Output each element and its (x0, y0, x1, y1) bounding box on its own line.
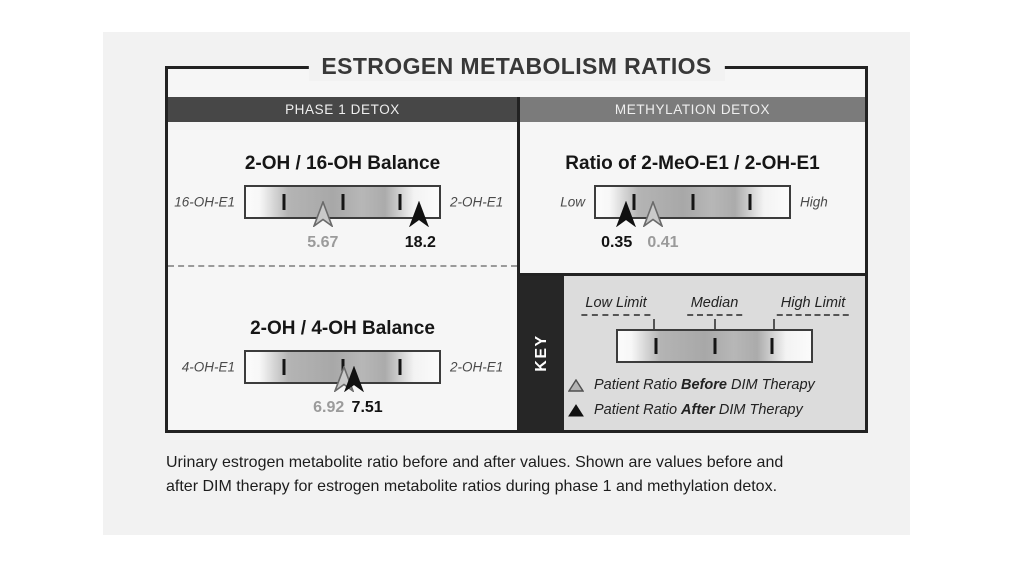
high-limit-label: High Limit (776, 295, 850, 316)
after-value: 18.2 (404, 234, 436, 251)
key-section: KEY Low Limit Median High Limit (520, 276, 865, 430)
panel-title: Ratio of 2-MeO-E1 / 2-OH-E1 (565, 153, 820, 174)
header-methylation-detox: METHYLATION DETOX (520, 97, 865, 122)
legend-after-row: Patient Ratio After DIM Therapy (568, 402, 865, 418)
figure-caption: Urinary estrogen metabolite ratio before… (166, 451, 783, 499)
low-limit-connector (653, 319, 656, 329)
panel-2meo-2oh: Ratio of 2-MeO-E1 / 2-OH-E1 Low (520, 122, 865, 276)
column-phase1: PHASE 1 DETOX 2-OH / 16-OH Balance 16-OH… (168, 97, 520, 430)
median-label: Median (686, 295, 743, 316)
backdrop: ESTROGEN METABOLISM RATIOS PHASE 1 DETOX… (103, 32, 910, 535)
legend-before-row: Patient Ratio Before DIM Therapy (568, 377, 865, 393)
panel-2oh-4oh: 2-OH / 4-OH Balance 4-OH-E1 (168, 265, 517, 430)
panel-title: 2-OH / 16-OH Balance (244, 153, 441, 174)
key-limit-labels: Low Limit Median High Limit (581, 295, 850, 319)
after-value: 0.35 (601, 234, 633, 251)
scale-left-label: Low (560, 194, 585, 210)
values-row: 0.35 0.41 (594, 234, 791, 254)
panel-2oh-16oh: 2-OH / 16-OH Balance 16-OH-E1 (168, 122, 517, 265)
caption-line-1: Urinary estrogen metabolite ratio before… (166, 454, 784, 471)
high-limit-tick (748, 194, 752, 210)
low-limit-label: Low Limit (581, 295, 651, 316)
before-triangle-icon (568, 378, 584, 392)
scale-2oh-4oh: 4-OH-E1 2-O (182, 350, 503, 392)
legend-after-text: Patient Ratio After DIM Therapy (594, 402, 803, 418)
high-limit-tick (770, 338, 774, 354)
median-tick (691, 194, 694, 210)
values-row: 5.67 18.2 (244, 234, 441, 254)
after-arrow-icon (409, 201, 430, 227)
scale-left-label: 4-OH-E1 (181, 359, 235, 375)
scale-left-label: 16-OH-E1 (174, 194, 235, 210)
high-limit-tick (398, 194, 402, 210)
values-row: 6.92 7.51 (244, 399, 441, 419)
diagram-grid: PHASE 1 DETOX 2-OH / 16-OH Balance 16-OH… (168, 97, 865, 430)
after-arrow-icon (344, 366, 365, 392)
before-value: 5.67 (307, 234, 339, 251)
median-tick (713, 338, 716, 354)
after-arrow-icon (615, 201, 636, 227)
before-value: 0.41 (647, 234, 679, 251)
header-phase1-detox: PHASE 1 DETOX (168, 97, 517, 122)
key-scale-bar (616, 329, 813, 363)
scale-2oh-16oh: 16-OH-E1 2- (174, 185, 503, 227)
after-value: 7.51 (351, 399, 383, 416)
scale-bar (244, 185, 441, 219)
high-limit-tick (398, 359, 402, 375)
legend-before-text: Patient Ratio Before DIM Therapy (594, 377, 815, 393)
low-limit-tick (282, 194, 286, 210)
key-sample-scale: Low Limit Median High Limit (581, 295, 850, 363)
key-legend: Patient Ratio Before DIM Therapy Patient … (568, 377, 865, 418)
scale-2meo-2oh: Low High (560, 185, 828, 227)
scale-right-label: 2-OH-E1 (450, 359, 504, 375)
low-limit-tick (282, 359, 286, 375)
median-tick (341, 359, 344, 375)
key-content: Low Limit Median High Limit (564, 276, 865, 430)
caption-line-2: after DIM therapy for estrogen metabolit… (166, 478, 778, 495)
after-triangle-icon (568, 403, 584, 416)
low-limit-tick (632, 194, 636, 210)
page-title: ESTROGEN METABOLISM RATIOS (308, 52, 725, 81)
scale-right-label: 2-OH-E1 (450, 194, 504, 210)
median-tick (341, 194, 344, 210)
estrogen-ratios-diagram: ESTROGEN METABOLISM RATIOS PHASE 1 DETOX… (165, 52, 868, 433)
key-connectors (616, 319, 813, 329)
before-arrow-icon (312, 201, 333, 227)
key-strip: KEY (520, 276, 564, 430)
median-connector (713, 319, 716, 329)
column-methylation: METHYLATION DETOX Ratio of 2-MeO-E1 / 2-… (520, 97, 865, 430)
high-limit-connector (772, 319, 775, 329)
before-value: 6.92 (313, 399, 345, 416)
key-strip-label: KEY (533, 334, 550, 372)
panel-title: 2-OH / 4-OH Balance (250, 318, 435, 339)
scale-right-label: High (800, 194, 828, 210)
low-limit-tick (654, 338, 658, 354)
before-arrow-icon (643, 201, 664, 227)
